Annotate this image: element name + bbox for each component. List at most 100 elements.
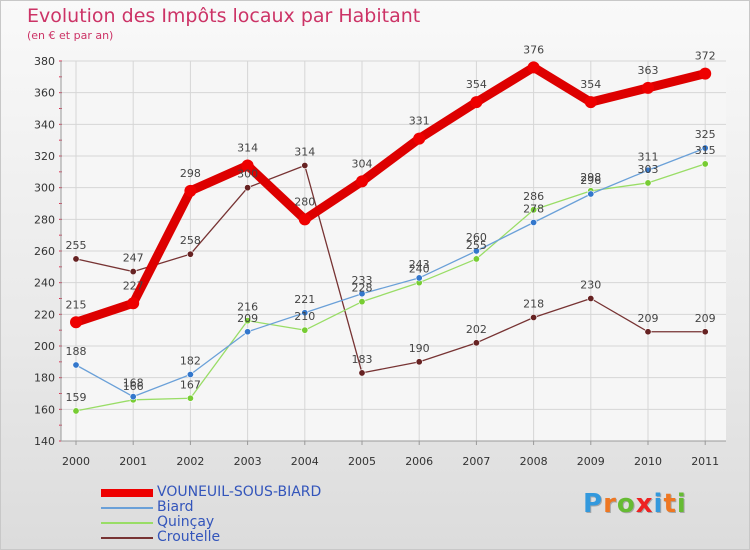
data-label-vouneuil: 331 [409,115,430,128]
x-tick-label: 2005 [348,455,376,468]
data-point-biard [587,190,595,198]
data-label-croutelle: 314 [294,146,315,159]
data-point-biard [186,370,194,378]
data-label-vouneuil: 354 [580,78,601,91]
data-label-croutelle: 258 [180,234,201,247]
legend-swatch-quincay [101,521,153,524]
x-tick-label: 2009 [577,455,605,468]
y-tick-label: 340 [34,118,55,131]
data-label-quincay: 303 [638,163,659,176]
x-tick-label: 2010 [634,455,662,468]
legend-swatch-biard [101,506,153,509]
data-label-croutelle: 202 [466,323,487,336]
x-tick-label: 2004 [291,455,319,468]
data-point-quincay [472,255,480,263]
logo-letter: P [583,489,604,519]
data-label-quincay: 228 [352,282,373,295]
x-tick-label: 2006 [405,455,433,468]
series-line-vouneuil [71,62,710,327]
data-point-vouneuil [699,67,712,80]
data-label-vouneuil: 227 [123,279,144,292]
data-label-biard: 243 [409,258,430,271]
y-tick-label: 320 [34,150,55,163]
y-tick-label: 300 [34,182,55,195]
data-labels: 215 227 298 314 280 304 331 354 376 354 363 372 188 1… [66,43,716,404]
data-label-croutelle: 300 [237,168,258,181]
legend-label-quincay: Quinçay [157,514,215,530]
data-point-vouneuil [356,175,368,188]
data-label-vouneuil: 363 [638,64,659,77]
data-point-quincay [644,179,652,187]
x-tick-label: 2007 [462,455,490,468]
data-label-quincay: 315 [695,144,716,157]
x-tick-label: 2011 [691,455,719,468]
logo-letter: o [616,489,636,519]
y-tick-label: 140 [34,435,55,448]
data-label-quincay: 298 [580,171,601,184]
y-tick-label: 280 [34,213,55,226]
data-label-croutelle: 230 [580,279,601,292]
data-label-vouneuil: 372 [695,50,716,63]
data-point-croutelle [472,339,480,347]
proxiti-logo: Proxiti [583,489,687,519]
logo-letter: x [635,489,654,519]
data-label-biard: 260 [466,231,487,244]
legend-swatch-croutelle [101,536,153,539]
data-label-vouneuil: 376 [523,43,544,56]
data-label-vouneuil: 354 [466,78,487,91]
data-label-biard: 325 [695,128,716,141]
legend-swatch-vouneuil [101,488,153,497]
data-label-croutelle: 190 [409,342,430,355]
x-tick-label: 2003 [234,455,262,468]
data-label-biard: 221 [294,293,315,306]
data-point-croutelle [72,255,80,263]
chart-title: Evolution des Impôts locaux par Habitant [27,5,421,27]
legend-label-biard: Biard [157,499,194,515]
data-label-croutelle: 255 [66,239,87,252]
data-point-croutelle [644,328,652,336]
data-point-quincay [72,407,80,415]
data-label-quincay: 255 [466,239,487,252]
data-label-biard: 188 [66,345,87,358]
grid-lines [61,60,726,442]
data-label-biard: 233 [352,274,373,287]
data-label-vouneuil: 215 [66,298,87,311]
data-label-quincay: 159 [66,391,87,404]
data-label-quincay: 240 [409,263,430,276]
y-tick-label: 220 [34,308,55,321]
data-point-croutelle [415,358,423,366]
data-point-vouneuil [470,96,483,109]
data-point-biard [701,144,709,152]
data-point-quincay [301,326,309,334]
data-point-biard [472,247,480,255]
y-tick-label: 160 [34,403,55,416]
data-point-biard [530,219,538,227]
x-tick-label: 2002 [176,455,204,468]
legend-label-vouneuil: VOUNEUIL-SOUS-BIARD [157,484,322,500]
logo-letter: i [653,489,664,519]
data-label-biard: 296 [580,174,601,187]
data-point-vouneuil [298,213,311,226]
data-point-biard [644,166,652,174]
data-point-croutelle [186,250,194,258]
data-point-vouneuil [642,81,654,94]
data-point-vouneuil [584,96,597,109]
data-label-quincay: 210 [294,310,315,323]
data-label-vouneuil: 314 [237,142,258,155]
x-tick-label: 2000 [62,455,90,468]
data-point-biard [358,290,366,298]
data-point-vouneuil [70,316,82,329]
y-tick-label: 200 [34,340,55,353]
data-point-croutelle [129,268,137,276]
series-line-biard [75,147,706,398]
data-point-quincay [358,298,366,306]
data-point-croutelle [530,313,538,321]
data-point-biard [129,393,137,401]
logo-letter: t [663,489,677,519]
data-label-croutelle: 218 [523,298,544,311]
data-point-croutelle [701,328,709,336]
data-point-biard [301,309,309,317]
data-point-vouneuil [527,61,540,74]
